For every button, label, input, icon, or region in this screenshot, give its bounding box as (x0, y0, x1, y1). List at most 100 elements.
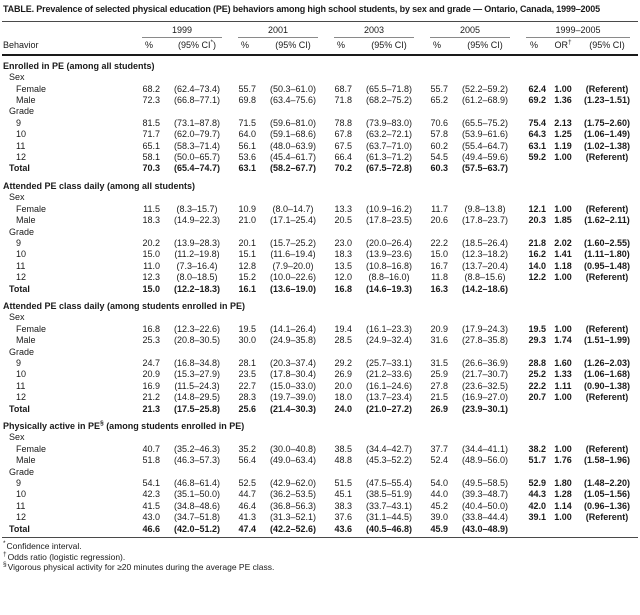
value-cell: 1.00 (554, 512, 572, 523)
row-label: Male (16, 455, 36, 466)
table-row: Female 68.2 (62.4–73.4) 55.7 (50.3–61.0) 68.7… (2, 84, 638, 95)
value-cell: 12.0 (334, 272, 352, 283)
value-cell: 43.6 (326, 523, 356, 539)
value-cell: (24.9–35.8) (269, 335, 317, 346)
value-cell: 1.00 (554, 323, 572, 334)
footnote: §Vigorous physical activity for ≥20 minu… (3, 561, 638, 573)
value-cell: 43.0 (142, 512, 160, 523)
value-cell: 40.7 (142, 443, 160, 454)
value-cell: 24.0 (334, 403, 352, 414)
value-cell: 69.8 (238, 95, 256, 106)
value-cell: (73.9–83.0) (365, 117, 413, 128)
value-cell: 62.4 (528, 83, 546, 94)
value-cell: (17.5–25.8) (173, 403, 221, 414)
value-cell: (12.3–18.2) (461, 249, 509, 260)
value-cell: (36.2–53.5) (269, 489, 317, 500)
value-cell: 63.1 (238, 163, 256, 174)
footnotes: *Confidence interval. †Odds ratio (logist… (2, 540, 638, 573)
value-cell: 67.8 (334, 129, 352, 140)
value-cell: 12.8 (238, 260, 256, 271)
table-row: Male 25.3 (20.8–30.5) 30.0 (24.9–35.8) 28.5 (2… (2, 335, 638, 346)
table-row: Female 16.8 (12.3–22.6) 19.5 (14.1–26.4) 19.4… (2, 324, 638, 335)
value-cell: 1.80 (554, 478, 572, 489)
value-cell: 70.6 (430, 117, 448, 128)
value-cell (576, 404, 638, 415)
value-cell: (21.0–27.2) (365, 403, 413, 414)
value-cell: (53.9–61.6) (461, 129, 509, 140)
value-cell: 25.9 (430, 369, 448, 380)
value-cell: 41.5 (142, 500, 160, 511)
column-header: % (230, 38, 260, 56)
value-cell: (27.8–35.8) (461, 335, 509, 346)
value-cell: (0.95–1.48) (583, 260, 631, 271)
column-header: (95% CI) (452, 38, 518, 56)
value-cell: (49.4–59.6) (461, 152, 509, 163)
row-label: 12 (16, 272, 27, 283)
value-cell: 47.4 (230, 523, 260, 539)
value-cell: (65.5–75.2) (461, 117, 509, 128)
value-cell: 22.7 (238, 380, 256, 391)
value-cell: 1.36 (554, 95, 572, 106)
value-cell (518, 163, 550, 174)
group-label: Sex (9, 432, 25, 443)
value-cell: 16.1 (238, 283, 256, 294)
total-row: Total 21.3 (17.5–25.8) 25.6 (21.4–30.3) 24.0 (… (2, 404, 638, 415)
value-cell: 26.9 (430, 403, 448, 414)
value-cell: 1.25 (554, 129, 572, 140)
value-cell: (65.4–74.7) (173, 163, 221, 174)
value-cell: (58.2–67.7) (269, 163, 317, 174)
value-cell: 24.7 (142, 357, 160, 368)
value-cell: (23.6–32.5) (461, 380, 509, 391)
value-cell: (7.9–20.0) (272, 260, 314, 271)
value-cell: (58.3–71.4) (173, 140, 221, 151)
value-cell: (46.3–57.3) (173, 455, 221, 466)
section-heading-row: Attended PE class daily (among all stude… (2, 181, 638, 192)
value-cell: 20.1 (238, 237, 256, 248)
value-cell: 21.0 (238, 215, 256, 226)
year-group-label: 1999–2005 (526, 24, 631, 39)
value-cell: 26.9 (334, 369, 352, 380)
value-cell: 22.2 (528, 380, 546, 391)
value-cell: (35.2–46.3) (173, 443, 221, 454)
value-cell: 72.3 (142, 95, 160, 106)
value-cell: 56.4 (238, 455, 256, 466)
row-label: Total (2, 523, 134, 539)
value-cell: (62.0–79.7) (173, 129, 221, 140)
value-cell: 28.5 (334, 335, 352, 346)
row-label: Female (16, 83, 47, 94)
value-cell: 27.8 (430, 380, 448, 391)
value-cell: 1.74 (554, 335, 572, 346)
value-cell: 37.7 (430, 443, 448, 454)
value-cell: 42.3 (142, 489, 160, 500)
group-label-row: Grade (2, 227, 638, 238)
value-cell: (13.9–23.6) (365, 249, 413, 260)
value-cell (550, 523, 576, 539)
value-cell: (63.2–72.1) (365, 129, 413, 140)
value-cell: (1.05–1.56) (583, 489, 631, 500)
value-cell: 48.8 (334, 455, 352, 466)
table-row: 10 15.0 (11.2–19.8) 15.1 (11.6–19.4) 18.3 (13.… (2, 249, 638, 260)
value-cell: 44.3 (528, 489, 546, 500)
value-cell: 57.8 (430, 129, 448, 140)
value-cell: 12.3 (142, 272, 160, 283)
value-cell (550, 404, 576, 415)
row-label: Total (9, 163, 30, 174)
value-cell: 37.6 (334, 512, 352, 523)
value-cell: (1.75–2.60) (583, 117, 631, 128)
value-cell: 54.0 (430, 478, 448, 489)
value-cell: 16.3 (430, 283, 448, 294)
value-cell: 2.13 (554, 117, 572, 128)
value-cell: (17.1–25.4) (269, 215, 317, 226)
value-cell: (34.8–48.6) (173, 500, 221, 511)
row-label: Total (9, 403, 30, 414)
value-cell: (63.7–71.0) (365, 140, 413, 151)
value-cell: 51.8 (142, 455, 160, 466)
row-label: 11 (16, 380, 26, 391)
value-cell: (59.1–68.6) (269, 129, 317, 140)
value-cell: (55.4–64.7) (461, 140, 509, 151)
value-cell: 25.6 (238, 403, 256, 414)
value-cell: 29.3 (528, 335, 546, 346)
value-cell: 68.7 (334, 83, 352, 94)
value-cell: (0.90–1.38) (583, 380, 631, 391)
table-row: 9 24.7 (16.8–34.8) 28.1 (20.3–37.4) 29.2 (25.7… (2, 358, 638, 369)
